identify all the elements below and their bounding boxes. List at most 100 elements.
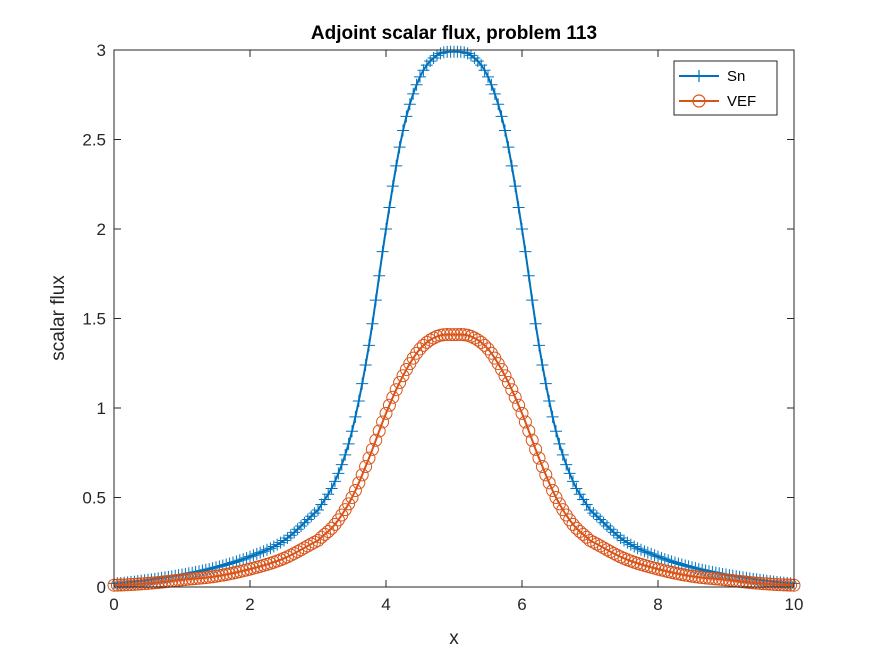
data-point-sn — [274, 536, 287, 549]
data-point-sn — [342, 437, 355, 450]
data-point-vef — [352, 476, 366, 490]
data-point-vef — [372, 424, 386, 438]
data-point-sn — [699, 564, 712, 577]
data-point-sn — [352, 394, 365, 407]
data-point-sn — [332, 467, 345, 480]
data-point-sn — [363, 339, 375, 352]
data-point-sn — [618, 534, 630, 547]
data-point-vef — [420, 335, 434, 349]
data-point-vef — [348, 484, 362, 498]
data-point-sn — [563, 467, 576, 480]
data-point-vef — [535, 460, 549, 474]
data-point-sn — [237, 553, 250, 566]
data-point-vef — [342, 497, 356, 511]
data-point-sn — [665, 555, 678, 568]
data-point-vef — [114, 578, 128, 592]
data-point-sn — [308, 507, 321, 520]
data-point-sn — [254, 546, 267, 559]
data-point-sn — [655, 551, 668, 564]
data-point-sn — [356, 377, 369, 390]
data-point-vef — [512, 398, 526, 412]
data-point-sn — [393, 141, 406, 154]
axis-ticks — [113, 49, 795, 588]
data-point-sn — [230, 555, 243, 568]
data-point-vef — [440, 328, 454, 342]
data-point-vef — [192, 571, 206, 585]
legend-box — [673, 60, 778, 116]
data-point-vef — [325, 521, 339, 535]
data-point-sn — [553, 437, 566, 450]
data-point-vef — [756, 577, 770, 591]
data-point-sn — [373, 269, 386, 282]
data-point-sn — [257, 545, 270, 558]
data-point-sn — [390, 159, 403, 172]
data-point-sn — [696, 563, 709, 576]
data-point-sn — [329, 475, 341, 488]
data-point-sn — [590, 510, 603, 523]
data-point-vef — [600, 543, 614, 557]
data-point-vef — [178, 572, 192, 586]
data-point-vef — [508, 390, 522, 404]
x-tick-label: 6 — [517, 595, 526, 614]
data-point-sn — [397, 124, 409, 137]
data-point-vef — [474, 335, 488, 349]
data-point-vef — [110, 578, 124, 592]
data-point-sn — [539, 377, 552, 390]
data-point-sn — [417, 64, 430, 77]
data-point-vef — [297, 541, 311, 555]
data-point-sn — [635, 543, 647, 556]
data-point-sn — [475, 59, 488, 72]
data-point-vef — [515, 406, 529, 420]
data-point-vef — [141, 576, 155, 590]
data-point-vef — [739, 575, 753, 589]
data-point-sn — [703, 565, 715, 578]
data-point-vef — [127, 577, 141, 591]
data-point-vef — [182, 572, 196, 586]
data-point-sn — [601, 520, 613, 533]
data-point-vef — [124, 578, 138, 592]
data-point-vef — [447, 328, 461, 342]
data-point-vef — [328, 517, 342, 531]
data-point-vef — [175, 573, 189, 587]
data-point-vef — [586, 535, 600, 549]
data-point-vef — [767, 577, 781, 591]
data-point-sn — [261, 543, 273, 556]
data-point-sn — [281, 531, 294, 544]
data-point-sn — [560, 458, 573, 471]
data-point-vef — [287, 546, 301, 560]
data-point-vef — [501, 375, 515, 389]
data-point-sn — [607, 526, 620, 539]
data-point-sn — [509, 180, 522, 193]
data-point-vef — [597, 541, 611, 555]
data-point-sn — [597, 516, 610, 529]
data-point-vef — [450, 328, 464, 342]
data-point-vef — [138, 577, 152, 591]
data-point-vef — [603, 545, 617, 559]
data-point-sn — [570, 482, 583, 495]
y-tick-label: 1.5 — [82, 310, 106, 329]
data-point-sn — [458, 46, 471, 59]
data-point-vef — [542, 476, 556, 490]
data-point-sn — [478, 64, 491, 77]
chart-title: Adjoint scalar flux, problem 113 — [311, 23, 597, 44]
data-point-sn — [295, 520, 307, 533]
data-point-vef — [750, 576, 764, 590]
data-point-vef — [467, 331, 481, 345]
data-point-vef — [695, 571, 709, 585]
data-point-vef — [155, 575, 169, 589]
data-point-vef — [202, 570, 216, 584]
data-point-sn — [648, 549, 661, 562]
data-point-sn — [278, 534, 290, 547]
data-point-sn — [584, 504, 596, 517]
data-point-sn — [645, 547, 658, 560]
data-point-sn — [431, 49, 443, 62]
data-point-sn — [492, 98, 505, 111]
data-point-vef — [365, 442, 379, 456]
data-point-sn — [573, 488, 586, 501]
data-point-vef — [770, 578, 784, 592]
data-point-vef — [413, 342, 427, 356]
data-point-sn — [502, 141, 515, 154]
data-point-vef — [131, 577, 145, 591]
legend-marker-vef — [692, 94, 706, 108]
data-point-sn — [325, 482, 338, 495]
